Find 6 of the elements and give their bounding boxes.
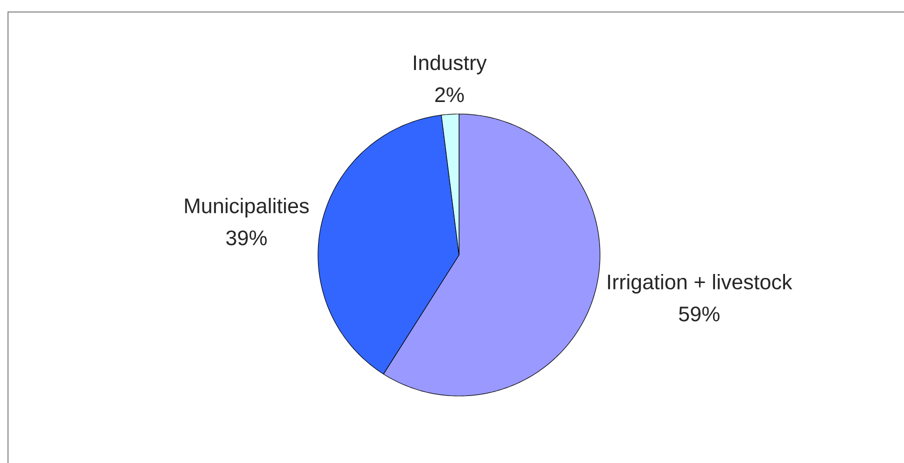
slice-label: Industry (414, 54, 487, 74)
slice-label: Irrigation + livestock (608, 274, 792, 294)
slice-label: Municipalities (185, 198, 309, 218)
data-label: 59% (679, 306, 720, 322)
data-label: 2% (435, 87, 464, 102)
data-label: 39% (226, 230, 267, 246)
